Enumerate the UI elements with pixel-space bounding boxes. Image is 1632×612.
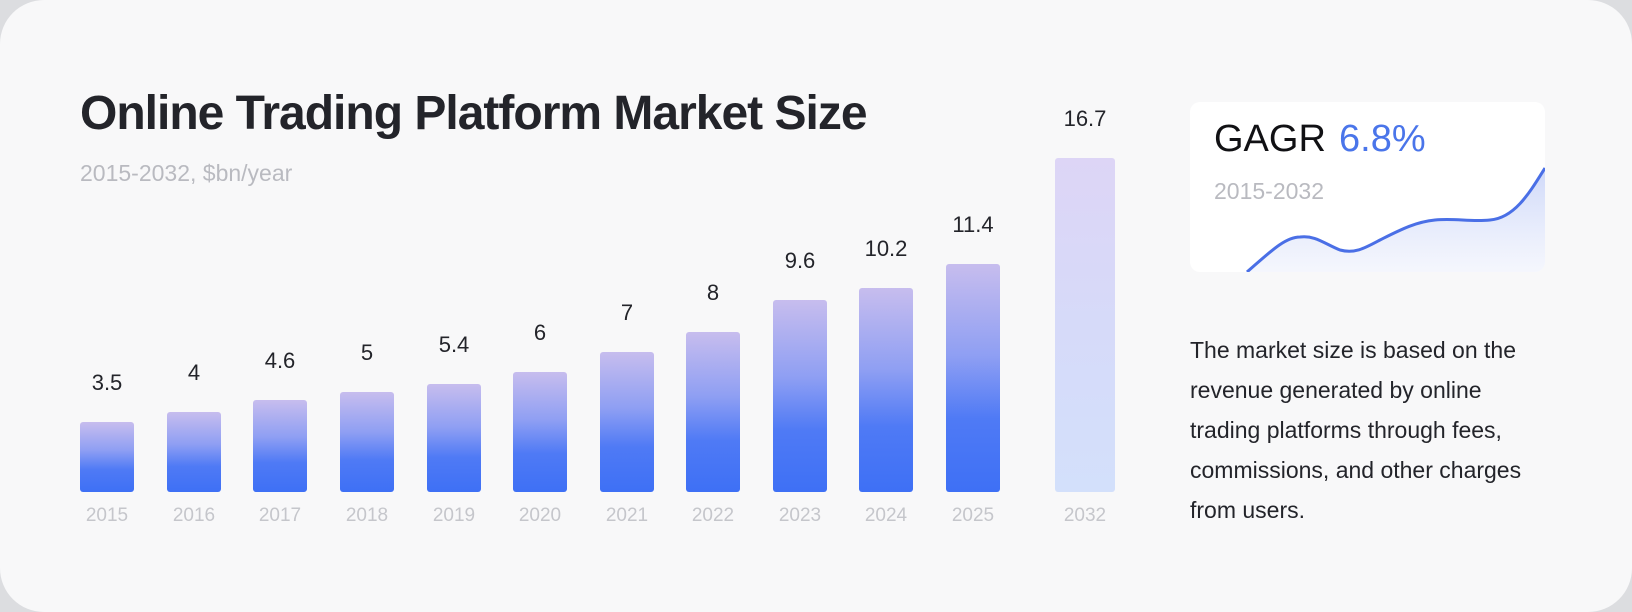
x-tick-label: 2022 [691,505,735,526]
chart-subtitle: 2015-2032, $bn/year [80,160,293,186]
x-tick-label: 2018 [345,505,389,526]
description-text: The market size is based on the revenue … [1190,337,1522,523]
sparkline-icon [1246,167,1545,272]
x-tick-label: 2016 [172,505,216,526]
bar-2025 [946,264,1000,492]
x-tick-label: 2032 [1063,505,1107,526]
gagr-value: 6.8% [1339,118,1426,160]
x-tick-label: 2023 [778,505,822,526]
bar-2017 [253,400,307,492]
x-tick-label: 2019 [432,505,476,526]
bar-value-label: 7 [620,300,634,325]
bar-2019 [427,384,481,492]
bar-2021 [600,352,654,492]
bar-value-label: 5.4 [438,332,470,357]
x-tick-label: 2025 [951,505,995,526]
x-tick-label: 2017 [258,505,302,526]
bar-value-label: 10.2 [864,236,908,261]
bar-value-label: 9.6 [784,248,816,273]
bar-value-label: 6 [533,320,547,345]
bar-value-label: 5 [360,340,374,365]
x-tick-label: 2020 [518,505,562,526]
bar-2032 [1055,158,1115,492]
bar-value-label: 8 [706,280,720,305]
bar-2024 [859,288,913,492]
gagr-label: GAGR [1214,118,1326,160]
bar-value-label: 3.5 [91,370,123,395]
bar-2020 [513,372,567,492]
bar-2023 [773,300,827,492]
x-tick-label: 2024 [864,505,908,526]
bar-value-label: 16.7 [1063,106,1107,131]
x-tick-label: 2021 [605,505,649,526]
bar-2022 [686,332,740,492]
bar-value-label: 4.6 [264,348,296,373]
bar-2015 [80,422,134,492]
bar-value-label: 11.4 [952,212,994,237]
bar-2018 [340,392,394,492]
x-tick-label: 2015 [85,505,129,526]
chart-title: Online Trading Platform Market Size [80,87,868,140]
gagr-range: 2015-2032 [1214,178,1324,204]
bar-2016 [167,412,221,492]
bar-value-label: 4 [187,360,201,385]
gagr-card: GAGR 6.8% 2015-2032 [1190,102,1545,272]
